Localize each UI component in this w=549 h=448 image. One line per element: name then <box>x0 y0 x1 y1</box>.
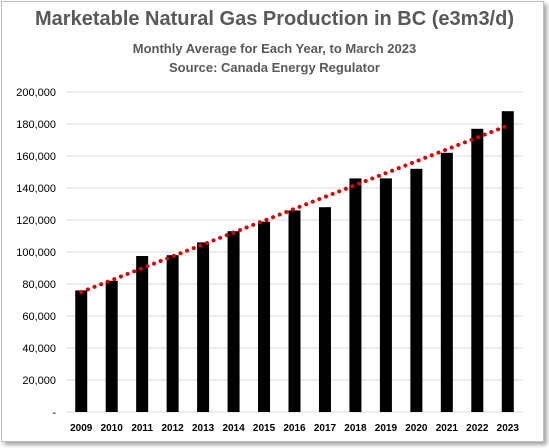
y-tick-label: 20,000 <box>22 375 56 387</box>
y-tick-label: 100,000 <box>16 247 56 259</box>
x-tick-label: 2020 <box>405 423 428 434</box>
x-tick-label: 2019 <box>375 423 398 434</box>
y-tick-label: - <box>52 407 56 419</box>
x-tick-label: 2013 <box>192 423 215 434</box>
y-tick-label: 80,000 <box>22 279 56 291</box>
bar <box>440 152 453 413</box>
y-tick-label: 180,000 <box>16 119 56 131</box>
x-tick-label: 2012 <box>162 423 185 434</box>
bar <box>349 178 362 412</box>
bar <box>136 256 149 412</box>
bar <box>288 210 301 412</box>
y-tick-label: 40,000 <box>22 343 56 355</box>
x-axis: 2009 2010 2011 2012 2013 2014 2015 2016 2017 2018… <box>70 423 519 434</box>
bar <box>471 128 484 413</box>
bar <box>318 207 331 412</box>
bar <box>258 221 271 412</box>
bar <box>227 231 240 412</box>
x-tick-label: 2014 <box>222 423 245 434</box>
y-tick-label: 60,000 <box>22 311 56 323</box>
x-tick-label: 2016 <box>283 423 306 434</box>
x-tick-label: 2009 <box>70 423 93 434</box>
bar <box>379 178 392 412</box>
bar <box>75 290 88 412</box>
x-tick-label: 2010 <box>101 423 124 434</box>
chart-subtitle: Monthly Average for Each Year, to March … <box>132 41 417 56</box>
x-tick-label: 2015 <box>253 423 276 434</box>
bar <box>410 168 423 412</box>
chart-source: Source: Canada Energy Regulator <box>169 60 380 75</box>
trendline-dotted <box>79 123 510 294</box>
x-tick-label: 2021 <box>436 423 459 434</box>
x-tick-label: 2011 <box>131 423 153 434</box>
x-tick-label: 2022 <box>466 423 489 434</box>
bar <box>501 111 514 412</box>
bar <box>166 255 179 412</box>
chart-frame <box>1 1 544 442</box>
chart-title: Marketable Natural Gas Production in BC … <box>35 8 514 30</box>
y-tick-label: 140,000 <box>16 183 56 195</box>
y-tick-label: 200,000 <box>16 87 56 99</box>
x-tick-label: 2018 <box>344 423 367 434</box>
trendline <box>79 123 510 294</box>
bars <box>75 111 514 413</box>
x-tick-label: 2017 <box>314 423 337 434</box>
y-tick-label: 160,000 <box>16 151 56 163</box>
x-tick-label: 2023 <box>497 423 520 434</box>
bar <box>197 242 210 412</box>
y-axis: - 20,000 40,000 60,000 80,000 100,000 120,000 1… <box>16 87 56 419</box>
bar <box>105 280 118 412</box>
y-tick-label: 120,000 <box>16 215 56 227</box>
